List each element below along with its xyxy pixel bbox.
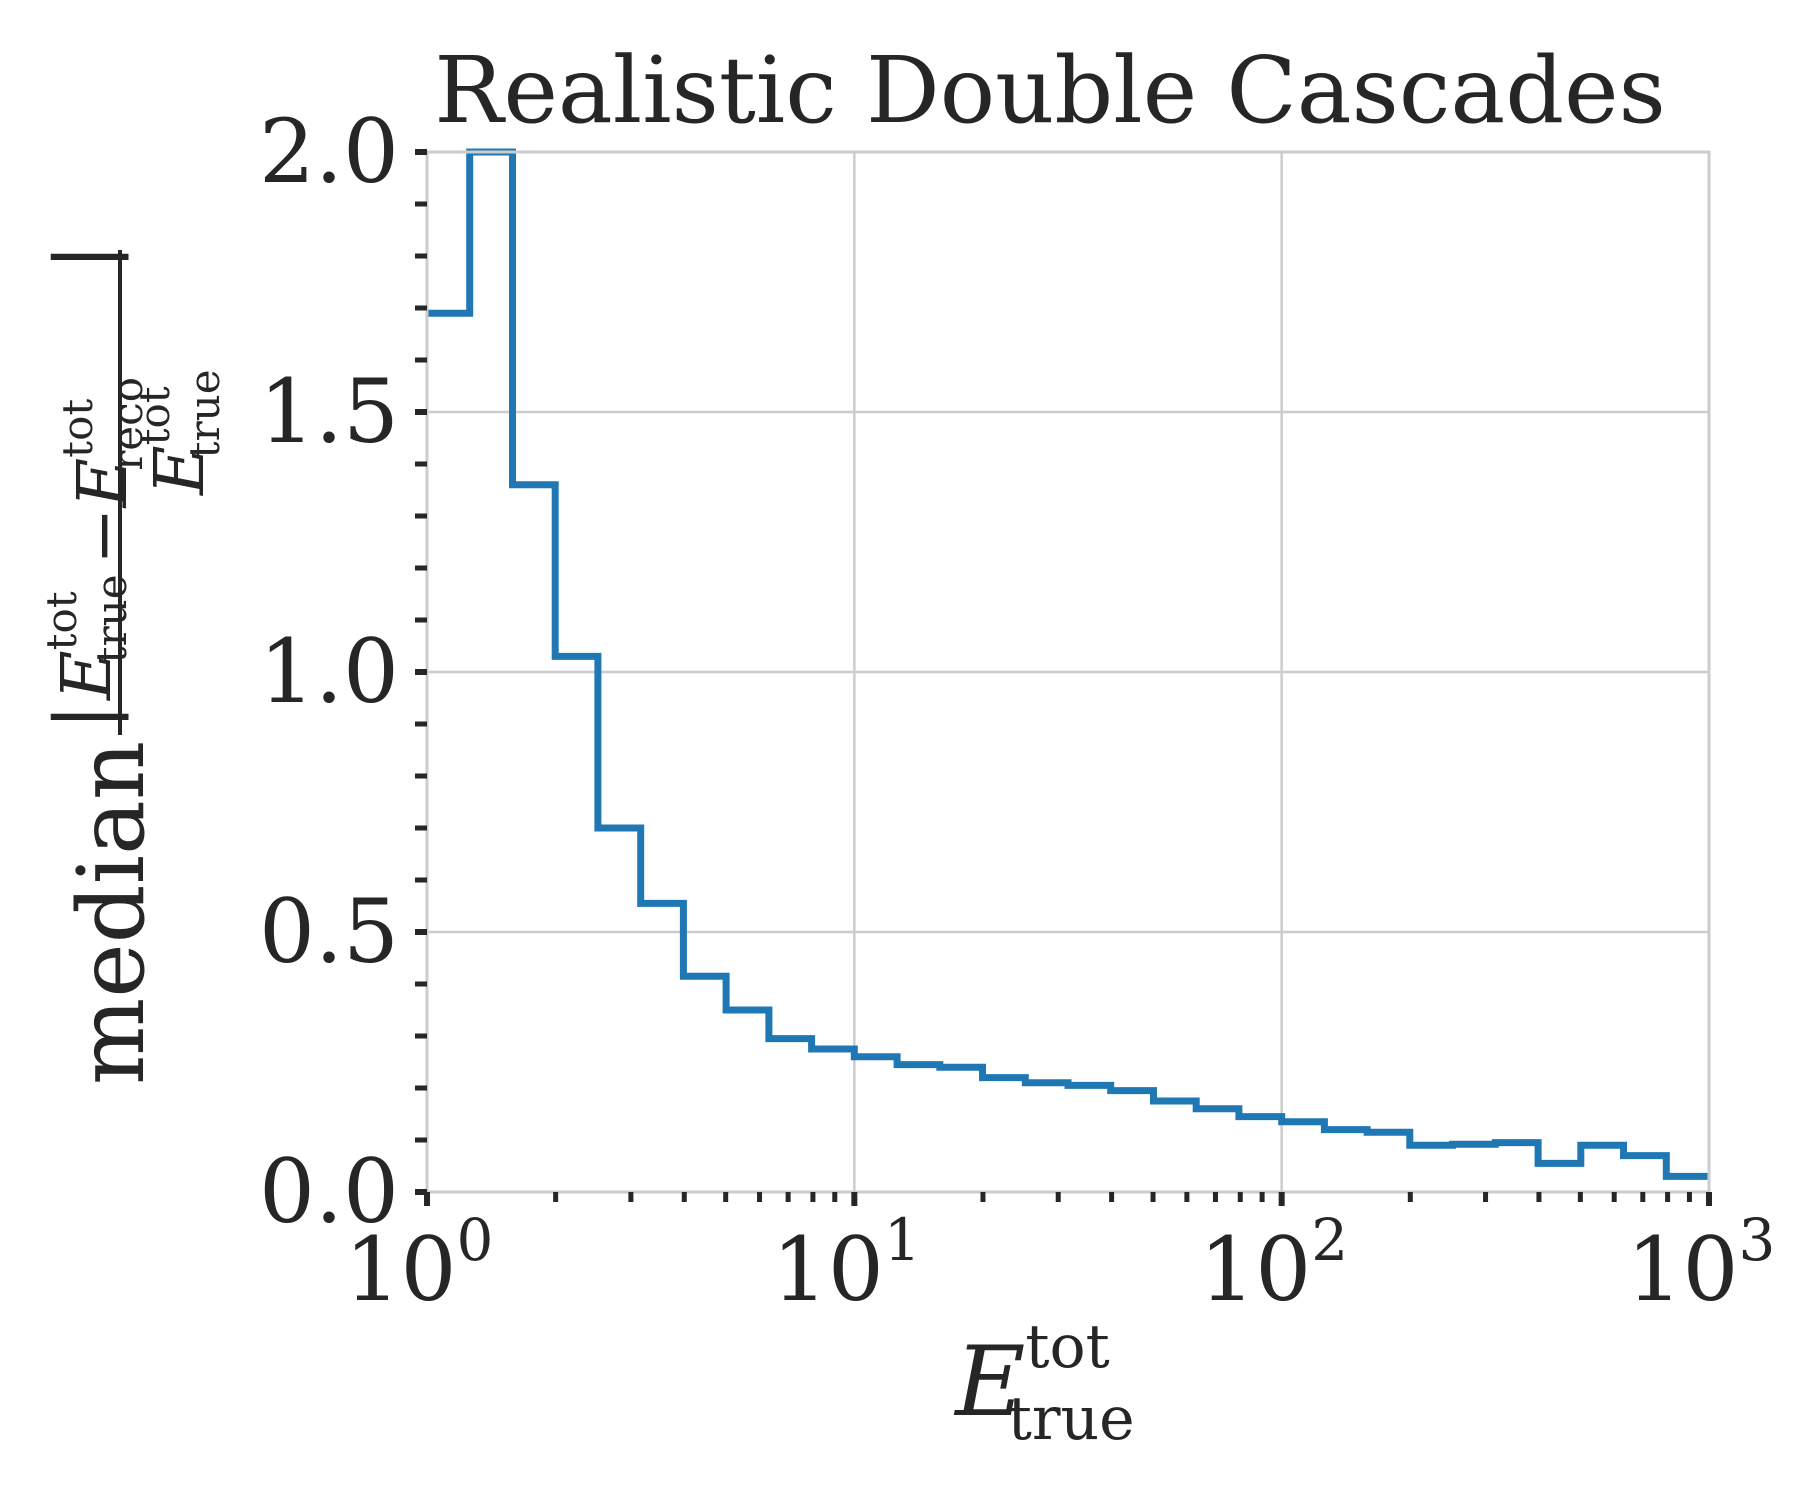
y-label-e: E: [64, 458, 143, 510]
y-label-sup: tot: [53, 399, 102, 458]
y-label-median: median: [58, 741, 165, 1085]
series-layer: [427, 148, 1709, 1180]
series-step-line: [427, 148, 1709, 1180]
x-tick-base: 10: [1199, 1218, 1311, 1321]
y-label-e: E: [48, 650, 127, 702]
x-tick-exponent: 0: [457, 1206, 494, 1274]
y-label-abs-close: |: [39, 244, 129, 270]
x-axis-label: Etot true: [953, 1312, 1134, 1454]
x-tick-base: 10: [772, 1218, 884, 1321]
y-label-sup: tot: [37, 591, 86, 650]
x-tick-label: 101: [772, 1206, 921, 1321]
y-label-sub: true: [87, 574, 136, 663]
x-tick-label: 102: [1199, 1206, 1348, 1321]
chart-title: Realistic Double Cascades: [434, 37, 1666, 144]
y-label-sub: reco: [103, 377, 152, 471]
y-label-sup: tot: [130, 386, 179, 445]
y-tick-label: 1.5: [259, 360, 399, 463]
axis-ticks: [415, 149, 1712, 1206]
y-label-e: E: [141, 445, 220, 497]
x-tick-exponent: 3: [1739, 1206, 1776, 1274]
x-tick-label: 103: [1627, 1206, 1776, 1321]
y-label-abs-open: |: [39, 704, 129, 730]
x-tick-base: 10: [345, 1218, 457, 1321]
y-label-minus: −: [64, 507, 143, 564]
y-tick-label: 0.5: [259, 880, 399, 983]
x-tick-exponent: 1: [884, 1206, 921, 1274]
x-tick-label: 100: [345, 1206, 494, 1321]
x-tick-exponent: 2: [1311, 1206, 1348, 1274]
y-label-denominator: Etottrue: [130, 369, 229, 497]
y-label-sub: true: [180, 369, 229, 458]
y-tick-label: 0.0: [259, 1140, 399, 1243]
y-axis-label: median | Etottrue−Etotreco | Etottrue: [37, 244, 229, 1085]
y-tick-label: 1.0: [259, 620, 399, 723]
grid-lines: [425, 150, 1711, 1194]
x-tick-base: 10: [1627, 1218, 1739, 1321]
y-label-numerator: Etottrue−Etotreco: [37, 377, 152, 702]
y-tick-label: 2.0: [259, 100, 399, 203]
